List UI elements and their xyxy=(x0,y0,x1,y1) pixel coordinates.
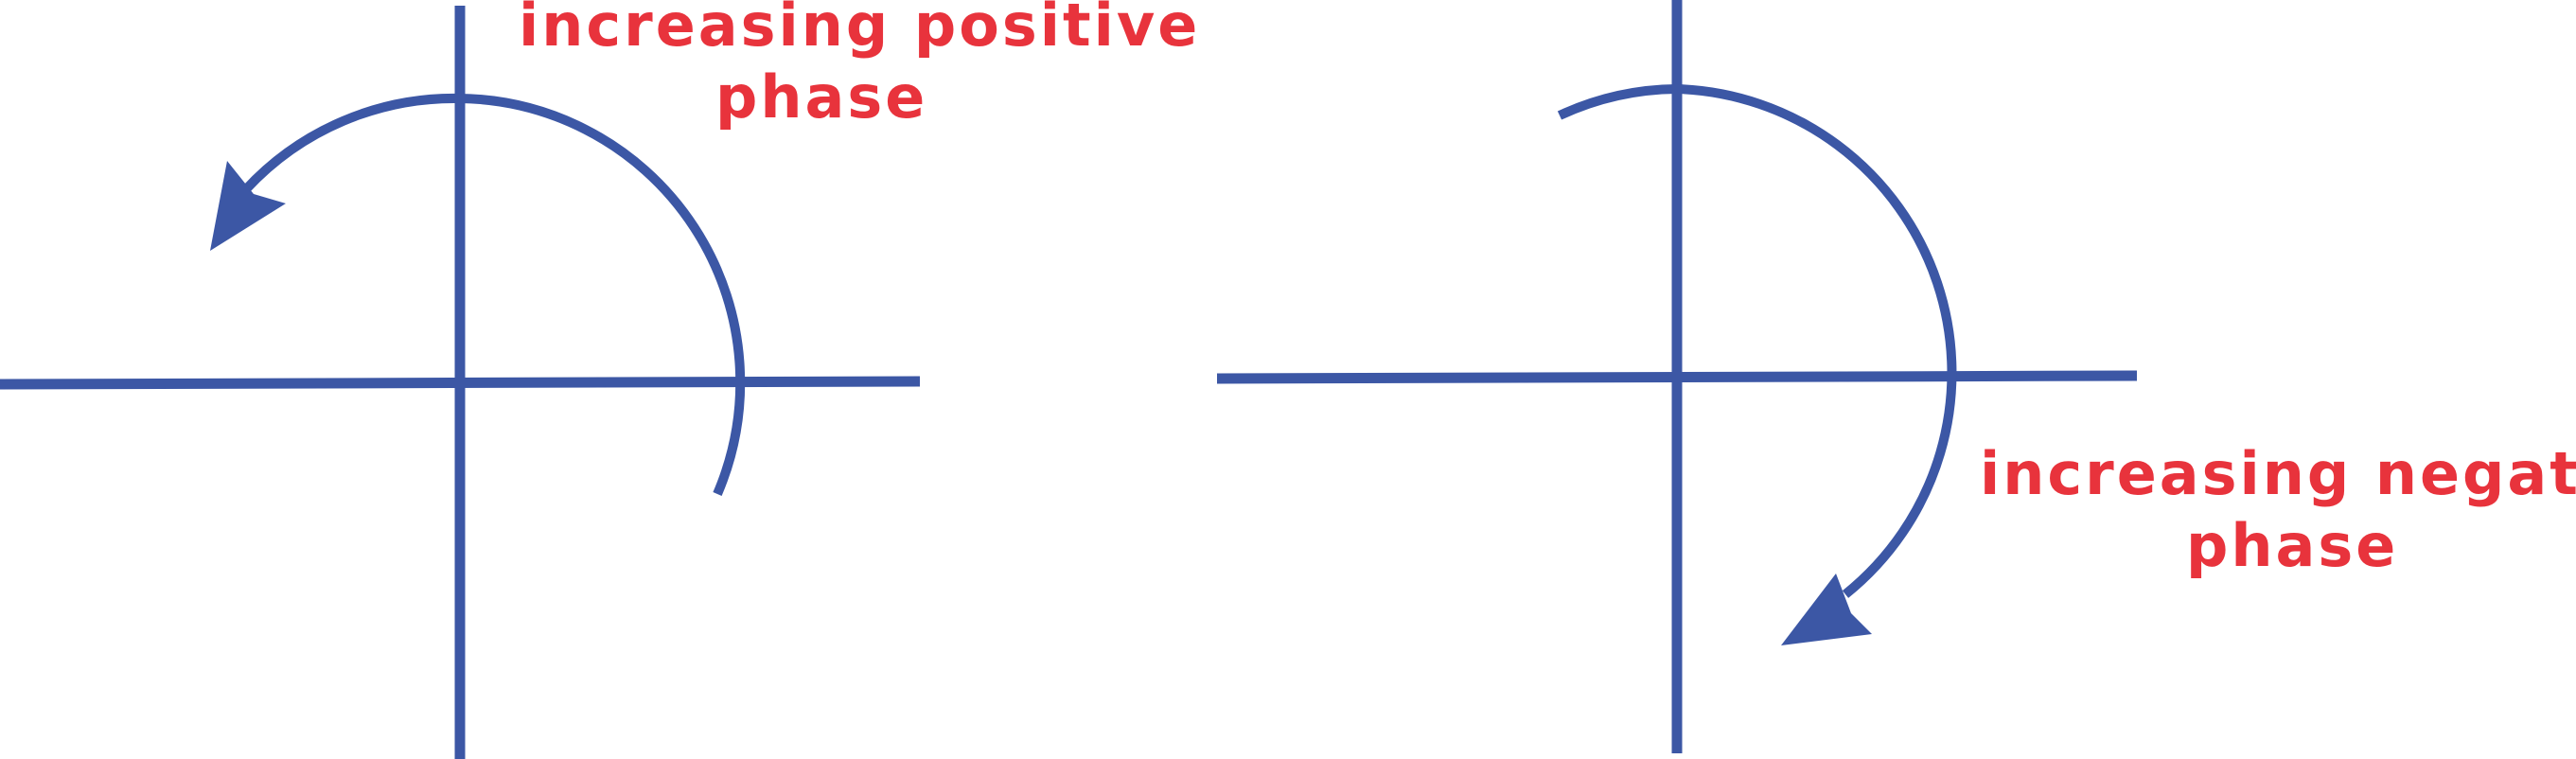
right-phase-arc xyxy=(1557,83,1957,598)
left-label-line1: increasing positive xyxy=(519,0,1200,60)
right-label-line1: increasing negative xyxy=(1980,439,2576,508)
left-arrow-head xyxy=(210,161,286,251)
left-label-line2: phase xyxy=(715,62,927,132)
right-label-line2: phase xyxy=(2186,511,2398,580)
left-panel: increasing positive phase xyxy=(0,0,1200,759)
left-phase-arc xyxy=(242,93,746,496)
right-panel: increasing negative phase xyxy=(1216,0,2576,753)
right-arrow-head xyxy=(1781,574,1872,645)
